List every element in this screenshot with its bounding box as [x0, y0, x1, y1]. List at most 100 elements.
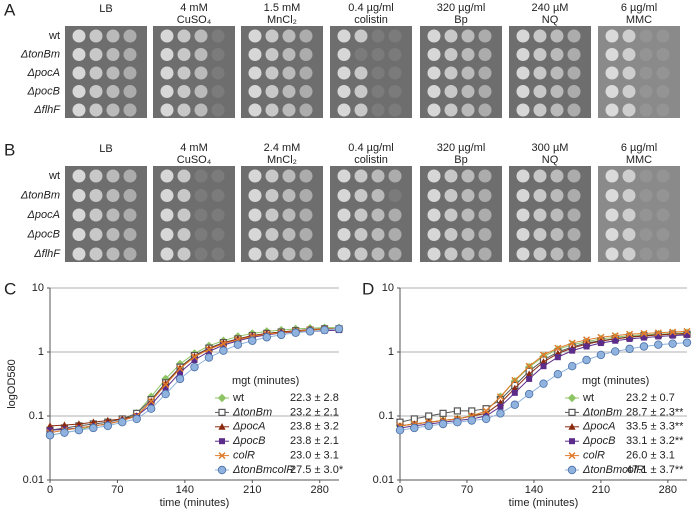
marker — [162, 379, 170, 387]
spot — [160, 103, 174, 117]
spot — [354, 247, 368, 261]
marker — [305, 327, 315, 336]
legend-label: colR — [583, 450, 605, 462]
spot — [622, 48, 636, 61]
spot — [72, 169, 86, 183]
spot — [639, 29, 653, 43]
marker — [425, 412, 433, 420]
spot — [72, 208, 86, 222]
marker — [625, 344, 634, 354]
column-header: 1.5 mM — [264, 2, 301, 14]
spot — [516, 103, 530, 117]
spot — [371, 48, 385, 61]
spot — [533, 247, 547, 261]
spot — [211, 189, 225, 202]
spot — [427, 103, 441, 117]
spot — [605, 103, 619, 117]
column-header: 6 µg/ml — [621, 2, 657, 14]
marker — [177, 369, 184, 376]
spot — [533, 103, 547, 117]
marker — [654, 340, 663, 349]
spot — [106, 66, 120, 80]
spot — [533, 169, 547, 183]
legend-mgt: 26.0 ± 3.1 — [626, 450, 675, 462]
marker — [248, 336, 257, 345]
spot — [282, 85, 296, 98]
spot — [622, 228, 636, 241]
spot — [656, 29, 670, 43]
marker — [453, 407, 461, 415]
spot — [123, 66, 137, 80]
marker — [510, 400, 519, 409]
spot — [622, 189, 636, 202]
spot — [550, 169, 564, 183]
spot — [605, 208, 619, 222]
spot — [622, 247, 636, 261]
legend-label: ΔtonBm — [582, 406, 622, 418]
spot — [516, 169, 530, 183]
spot — [72, 189, 86, 202]
spot — [177, 208, 191, 222]
spot — [299, 29, 313, 43]
column-header: Bp — [454, 14, 467, 26]
spot — [567, 48, 581, 61]
spot — [160, 66, 174, 80]
spot — [354, 66, 368, 80]
spot — [299, 247, 313, 261]
spot — [89, 85, 103, 98]
spot — [106, 29, 120, 43]
spot — [567, 228, 581, 241]
spot — [461, 169, 475, 183]
spot — [371, 29, 385, 43]
marker — [60, 428, 69, 437]
y-tick-label: 0.1 — [379, 410, 394, 422]
marker — [583, 336, 591, 344]
spot — [194, 48, 208, 61]
spot — [478, 208, 492, 222]
spot — [444, 48, 458, 61]
spot — [265, 228, 279, 241]
spot — [461, 189, 475, 202]
column-header: NQ — [542, 14, 559, 26]
spot — [427, 29, 441, 43]
marker — [219, 340, 227, 348]
spot — [299, 189, 313, 202]
spot — [444, 85, 458, 98]
marker — [481, 414, 491, 424]
legend-label: colR — [233, 450, 255, 462]
spot — [639, 189, 653, 202]
x-tick-label: 70 — [111, 484, 123, 496]
spot — [622, 208, 636, 222]
spot — [371, 85, 385, 98]
spot — [444, 189, 458, 202]
marker — [132, 414, 141, 424]
spot — [354, 85, 368, 98]
marker — [683, 327, 691, 335]
spot — [639, 48, 653, 61]
marker — [569, 347, 576, 354]
marker — [640, 334, 647, 341]
spot — [388, 189, 402, 202]
spot — [567, 169, 581, 183]
spot — [106, 103, 120, 117]
spot — [550, 208, 564, 222]
legend-label: ΔtonBm — [232, 406, 272, 418]
marker — [162, 385, 169, 392]
spot — [72, 29, 86, 43]
spot — [444, 228, 458, 241]
legend-marker — [218, 408, 226, 416]
spot — [248, 208, 262, 222]
spot — [550, 85, 564, 98]
spot — [89, 48, 103, 61]
spot — [461, 228, 475, 241]
spot — [337, 85, 351, 98]
spot — [478, 29, 492, 43]
column-header: 0.4 µg/ml — [348, 2, 393, 14]
spot — [605, 29, 619, 43]
spot — [371, 228, 385, 241]
spot — [299, 169, 313, 183]
spot — [533, 29, 547, 43]
legend-marker — [568, 423, 576, 430]
spot — [282, 103, 296, 117]
spot — [337, 48, 351, 61]
